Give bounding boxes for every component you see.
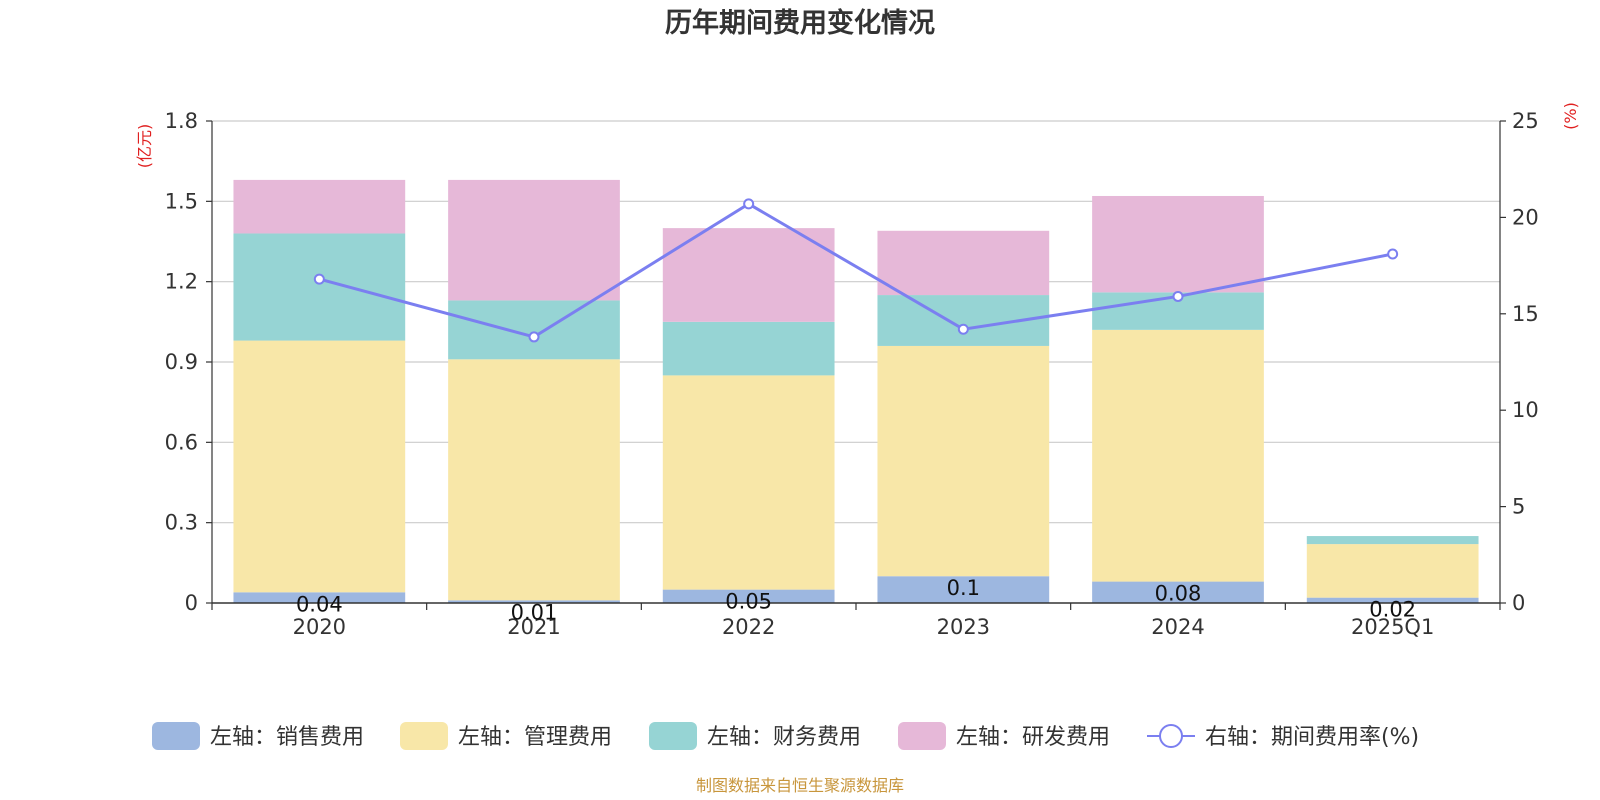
- bar-segment: [662, 375, 835, 590]
- left-axis-tick-label: 1.8: [165, 109, 198, 133]
- rate-point[interactable]: [743, 198, 755, 210]
- grid-lines: [212, 120, 1500, 524]
- legend-swatch[interactable]: [898, 722, 946, 750]
- x-axis-tick-label: 2024: [1151, 615, 1204, 639]
- source-text: 制图数据来自恒生聚源数据库: [696, 776, 904, 795]
- bar-segment: [1092, 581, 1264, 603]
- bar-segment: [877, 230, 1050, 296]
- bar-data-label: 0.08: [1155, 582, 1202, 606]
- right-axis-unit: (%): [1561, 102, 1580, 130]
- x-axis-tick-label: 2025Q1: [1351, 615, 1434, 639]
- bar-segment: [877, 345, 1050, 577]
- bar-segment: [233, 179, 406, 234]
- bar-data-label: 0.05: [725, 590, 772, 614]
- legend-marker[interactable]: [1159, 724, 1183, 748]
- x-axis-tick-label: 2020: [293, 615, 346, 639]
- legend-label[interactable]: 右轴：期间费用率(%): [1205, 725, 1419, 750]
- rate-point[interactable]: [1172, 290, 1184, 302]
- legend-label[interactable]: 左轴：销售费用: [210, 725, 364, 750]
- x-axis-tick-label: 2021: [507, 615, 560, 639]
- bar-segment: [662, 321, 835, 376]
- legend-swatch[interactable]: [649, 722, 697, 750]
- rate-point[interactable]: [528, 331, 540, 343]
- rate-point[interactable]: [313, 273, 325, 285]
- left-axis-tick-label: 1.5: [165, 189, 198, 213]
- bar-segment: [233, 233, 406, 341]
- left-axis-tick-label: 0.6: [165, 430, 198, 454]
- right-axis-tick-label: 10: [1512, 398, 1539, 422]
- x-axis-tick-label: 2022: [722, 615, 775, 639]
- bar-segment: [1092, 329, 1264, 582]
- chart-title: 历年期间费用变化情况: [665, 7, 935, 39]
- bar-data-label: 0.04: [296, 592, 343, 616]
- bar-segment: [448, 600, 620, 603]
- right-axis-tick-label: 25: [1512, 109, 1539, 133]
- left-axis-unit: (亿元): [135, 124, 154, 169]
- right-axis-tick-label: 5: [1512, 495, 1525, 519]
- left-axis-tick-label: 0: [185, 591, 198, 615]
- bar-segment: [233, 340, 406, 593]
- bar-segment: [448, 359, 620, 601]
- bar-segment: [448, 179, 620, 301]
- left-axis-tick-label: 0.9: [165, 350, 198, 374]
- bar-data-label: 0.02: [1369, 598, 1416, 622]
- bar-segment: [233, 592, 406, 603]
- right-axis-tick-label: 15: [1512, 302, 1539, 326]
- bar-segment: [1306, 544, 1479, 598]
- bar-data-label: 0.01: [511, 600, 558, 624]
- data-labels: 0.04 0.01 0.05 0.1 0.08 0.02: [296, 576, 1416, 624]
- legend-swatch[interactable]: [400, 722, 448, 750]
- rate-line: [318, 202, 1393, 339]
- axes: 0 0.3 0.6 0.9 1.2 1.5 1.8 0 5 10 15 20 25 2020 2021 202…: [165, 109, 1539, 639]
- left-axis-tick-label: 0.3: [165, 511, 198, 535]
- left-axis-tick-label: 1.2: [165, 270, 198, 294]
- bar-segment: [877, 576, 1050, 603]
- bar-series: [233, 179, 1479, 603]
- bar-segment: [662, 228, 835, 322]
- legend-swatch[interactable]: [152, 722, 200, 750]
- right-axis-tick-label: 0: [1512, 591, 1525, 615]
- right-axis-tick-label: 20: [1512, 205, 1539, 229]
- rate-point[interactable]: [957, 323, 969, 335]
- bar-data-label: 0.1: [947, 576, 980, 600]
- legend[interactable]: 左轴：销售费用 左轴：管理费用 左轴：财务费用 左轴：研发费用 右轴：期间费用率(%): [152, 722, 1419, 750]
- line-series: [313, 198, 1399, 343]
- legend-label[interactable]: 左轴：财务费用: [707, 725, 861, 750]
- rate-point[interactable]: [1387, 248, 1399, 260]
- bar-segment: [448, 300, 620, 360]
- bar-segment: [1306, 536, 1479, 545]
- x-axis-tick-label: 2023: [937, 615, 990, 639]
- legend-label[interactable]: 左轴：管理费用: [458, 725, 612, 750]
- bar-segment: [1306, 597, 1479, 603]
- bar-segment: [662, 589, 835, 603]
- bar-segment: [1092, 195, 1264, 293]
- legend-label[interactable]: 左轴：研发费用: [956, 725, 1110, 750]
